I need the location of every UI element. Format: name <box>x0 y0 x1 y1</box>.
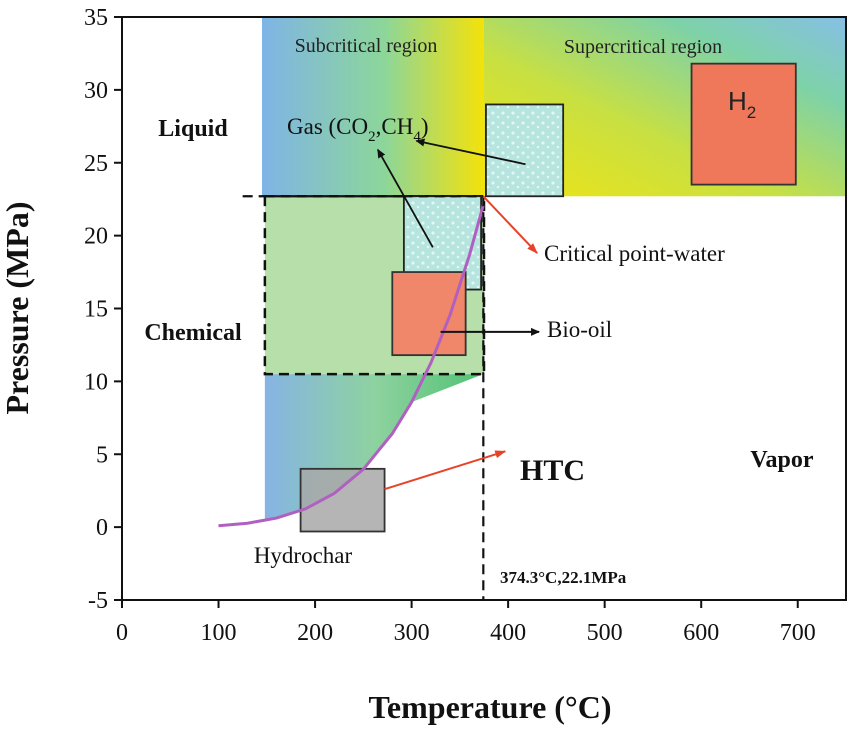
y-tick-label: 5 <box>96 442 108 468</box>
critical-point-value-label: 374.3°C,22.1MPa <box>500 568 627 587</box>
y-axis-title: Pressure (MPa) <box>0 202 35 415</box>
y-tick-label: 25 <box>84 151 108 177</box>
critical-point-water-label: Critical point-water <box>544 241 725 266</box>
hydrochar-label: Hydrochar <box>254 543 353 568</box>
y-tick-label: 20 <box>84 224 108 250</box>
gas-arrow-supercritical <box>415 138 526 166</box>
bio-oil-box <box>391 271 467 357</box>
h2-label: H2 <box>728 86 756 122</box>
liquid-label: Liquid <box>158 116 228 142</box>
supercritical-region-label: Supercritical region <box>564 36 722 58</box>
hydrochar-box <box>299 467 386 533</box>
x-axis-ticks: 0 100 200 300 400 500 600 700 <box>116 600 816 646</box>
y-tick-label: 0 <box>96 515 108 541</box>
saturation-curve <box>218 204 485 528</box>
chemical-label: Chemical <box>144 320 242 346</box>
subcritical-region-label: Subcritical region <box>295 35 438 57</box>
gas-box-supercritical <box>485 103 565 198</box>
x-tick-label: 100 <box>201 620 237 646</box>
x-tick-label: 200 <box>297 620 333 646</box>
bio-oil-label: Bio-oil <box>547 317 612 342</box>
y-tick-label: 10 <box>84 369 108 395</box>
htc-label: HTC <box>520 454 585 487</box>
y-tick-label: 35 <box>84 5 108 31</box>
htc-arrow <box>384 450 507 491</box>
vapor-area-mask <box>218 374 484 532</box>
x-tick-label: 0 <box>116 620 128 646</box>
critical-point-arrow <box>482 195 538 254</box>
h2-box <box>690 62 797 186</box>
y-axis-ticks: -5 0 5 10 15 20 25 30 35 <box>84 5 122 614</box>
y-tick-label: 30 <box>84 78 108 104</box>
x-tick-label: 500 <box>587 620 623 646</box>
x-tick-label: 600 <box>683 620 719 646</box>
x-tick-label: 400 <box>490 620 526 646</box>
subcritical-region <box>261 17 484 197</box>
y-tick-label: 15 <box>84 297 108 323</box>
gas-label: Gas (CO2,CH4) <box>287 114 429 145</box>
x-axis-title: Temperature (°C) <box>369 689 612 725</box>
x-tick-label: 700 <box>780 620 816 646</box>
vapor-label: Vapor <box>750 447 813 473</box>
gas-arrow-subcritical <box>377 148 434 248</box>
x-tick-label: 300 <box>394 620 430 646</box>
y-tick-label: -5 <box>88 588 108 614</box>
